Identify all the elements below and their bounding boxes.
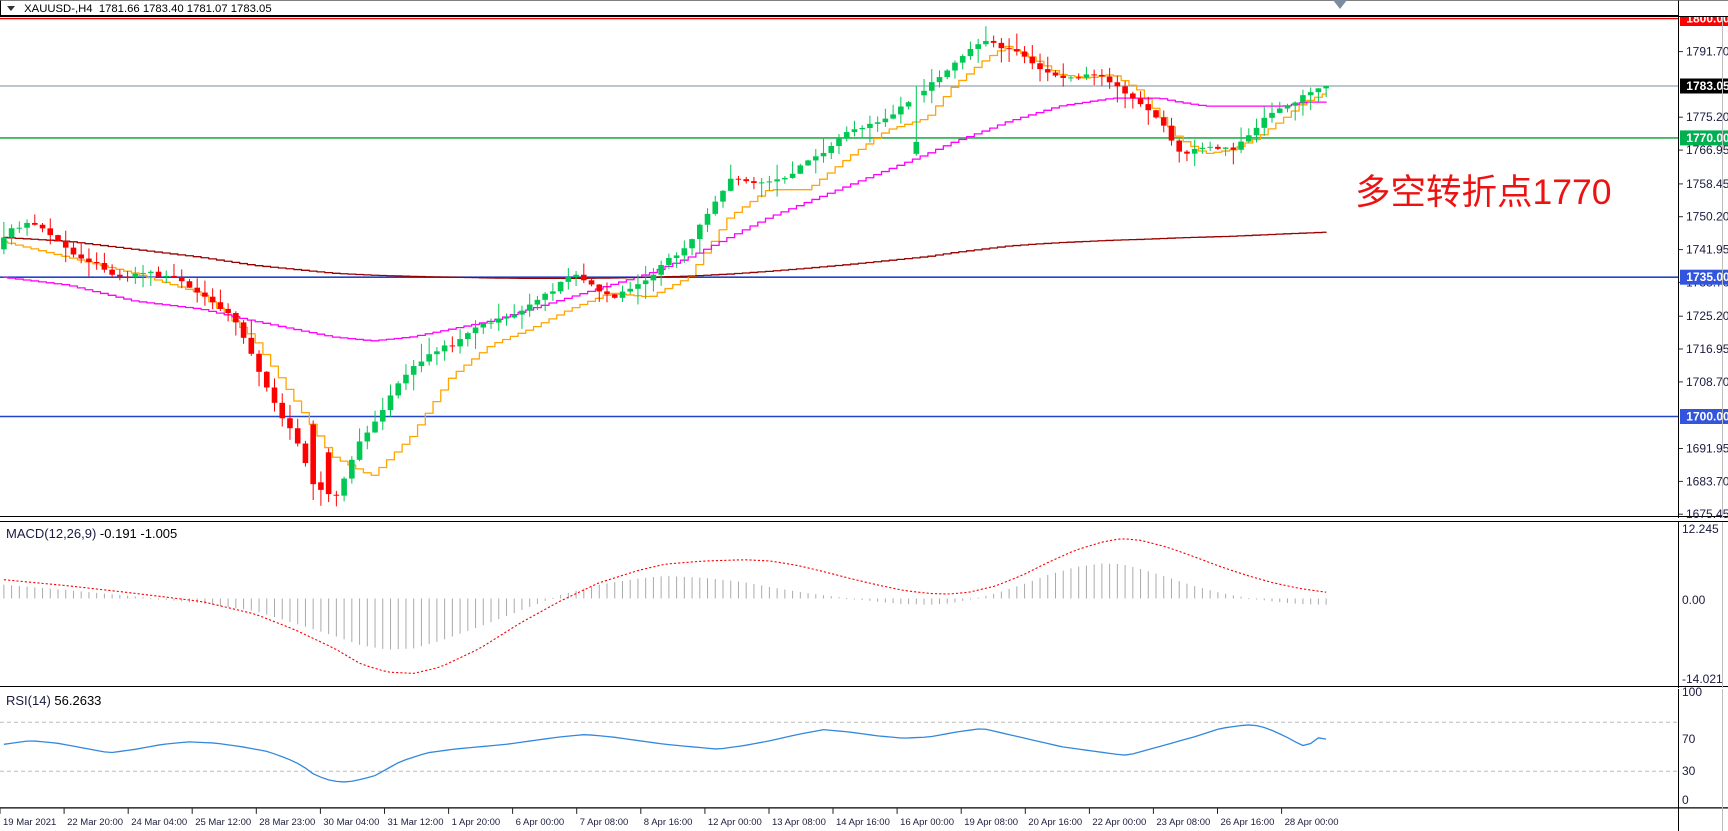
svg-text:19 Apr 08:00: 19 Apr 08:00 <box>964 817 1018 828</box>
svg-text:23 Apr 08:00: 23 Apr 08:00 <box>1156 817 1210 828</box>
svg-text:多空转折点1770: 多空转折点1770 <box>1355 172 1611 212</box>
svg-text:28 Apr 00:00: 28 Apr 00:00 <box>1285 817 1339 828</box>
svg-text:28 Mar 23:00: 28 Mar 23:00 <box>259 817 315 828</box>
svg-text:26 Apr 16:00: 26 Apr 16:00 <box>1221 817 1275 828</box>
svg-text:30 Mar 04:00: 30 Mar 04:00 <box>323 817 379 828</box>
svg-text:1 Apr 20:00: 1 Apr 20:00 <box>452 817 501 828</box>
svg-text:7 Apr 08:00: 7 Apr 08:00 <box>580 817 629 828</box>
svg-text:20 Apr 16:00: 20 Apr 16:00 <box>1028 817 1082 828</box>
svg-text:14 Apr 16:00: 14 Apr 16:00 <box>836 817 890 828</box>
svg-text:24 Mar 04:00: 24 Mar 04:00 <box>131 817 187 828</box>
svg-text:6 Apr 00:00: 6 Apr 00:00 <box>516 817 565 828</box>
svg-text:8 Apr 16:00: 8 Apr 16:00 <box>644 817 693 828</box>
svg-text:12 Apr 00:00: 12 Apr 00:00 <box>708 817 762 828</box>
svg-text:13 Apr 08:00: 13 Apr 08:00 <box>772 817 826 828</box>
svg-text:16 Apr 00:00: 16 Apr 00:00 <box>900 817 954 828</box>
svg-text:25 Mar 12:00: 25 Mar 12:00 <box>195 817 251 828</box>
svg-text:22 Mar 20:00: 22 Mar 20:00 <box>67 817 123 828</box>
svg-text:19 Mar 2021: 19 Mar 2021 <box>3 817 56 828</box>
svg-text:22 Apr 00:00: 22 Apr 00:00 <box>1092 817 1146 828</box>
svg-text:31 Mar 12:00: 31 Mar 12:00 <box>388 817 444 828</box>
